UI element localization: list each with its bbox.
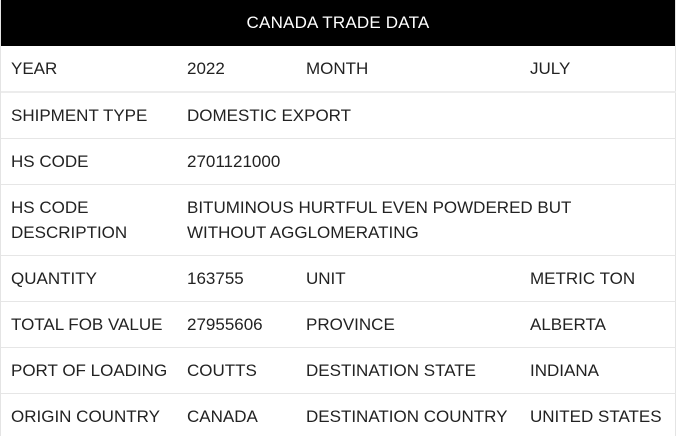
table-title: CANADA TRADE DATA <box>1 0 675 46</box>
field-label-unit: UNIT <box>296 255 520 302</box>
field-value-fob-value: 27955606 <box>177 301 296 348</box>
table-row-hs-code: HS CODE 2701121000 <box>1 138 676 185</box>
field-label-fob-value: TOTAL FOB VALUE <box>1 301 177 348</box>
table-row-fob-value: TOTAL FOB VALUE 27955606 PROVINCE ALBERT… <box>1 301 676 348</box>
title-text: CANADA TRADE DATA <box>246 13 430 32</box>
field-value-province: ALBERTA <box>520 301 676 348</box>
field-label-province: PROVINCE <box>296 301 520 348</box>
field-value-destination-country: UNITED STATES <box>530 406 662 426</box>
field-label-hs-description: HS CODE DESCRIPTION <box>1 184 177 256</box>
table-row-port: PORT OF LOADING COUTTS DESTINATION STATE… <box>1 347 676 394</box>
field-value-port: COUTTS <box>177 347 296 394</box>
field-value-unit: METRIC TON <box>520 255 676 302</box>
field-value-year: 2022 <box>177 46 296 93</box>
field-value-quantity: 163755 <box>177 255 296 302</box>
field-label-origin-country: ORIGIN COUNTRY <box>11 406 160 426</box>
field-label-destination-state: DESTINATION STATE <box>296 347 520 394</box>
field-value-hs-description: BITUMINOUS HURTFUL EVEN POWDERED BUT WIT… <box>177 184 676 256</box>
trade-data-table: YEAR 2022 MONTH JULY SHIPMENT TYPE DOMES… <box>1 46 676 439</box>
field-label-destination-country: DESTINATION COUNTRY <box>306 406 508 426</box>
field-label-shipment-type: SHIPMENT TYPE <box>1 92 177 139</box>
table-row-year: YEAR 2022 MONTH JULY <box>1 46 676 93</box>
field-label-port: PORT OF LOADING <box>1 347 177 394</box>
field-label-hs-code: HS CODE <box>1 138 177 185</box>
field-value-hs-code: 2701121000 <box>177 138 676 185</box>
table-row-hs-description: HS CODE DESCRIPTION BITUMINOUS HURTFUL E… <box>1 184 676 256</box>
table-row-shipment-type: SHIPMENT TYPE DOMESTIC EXPORT <box>1 92 676 139</box>
field-label-year: YEAR <box>1 46 177 93</box>
field-value-origin-country: CANADA <box>187 406 258 426</box>
field-label-month: MONTH <box>296 46 520 93</box>
field-value-destination-state: INDIANA <box>520 347 676 394</box>
field-value-shipment-type: DOMESTIC EXPORT <box>177 92 676 139</box>
table-row-country: ORIGIN COUNTRY CANADA DESTINATION COUNTR… <box>1 393 676 439</box>
field-label-quantity: QUANTITY <box>1 255 177 302</box>
field-value-month: JULY <box>520 46 676 93</box>
table-row-quantity: QUANTITY 163755 UNIT METRIC TON <box>1 255 676 302</box>
